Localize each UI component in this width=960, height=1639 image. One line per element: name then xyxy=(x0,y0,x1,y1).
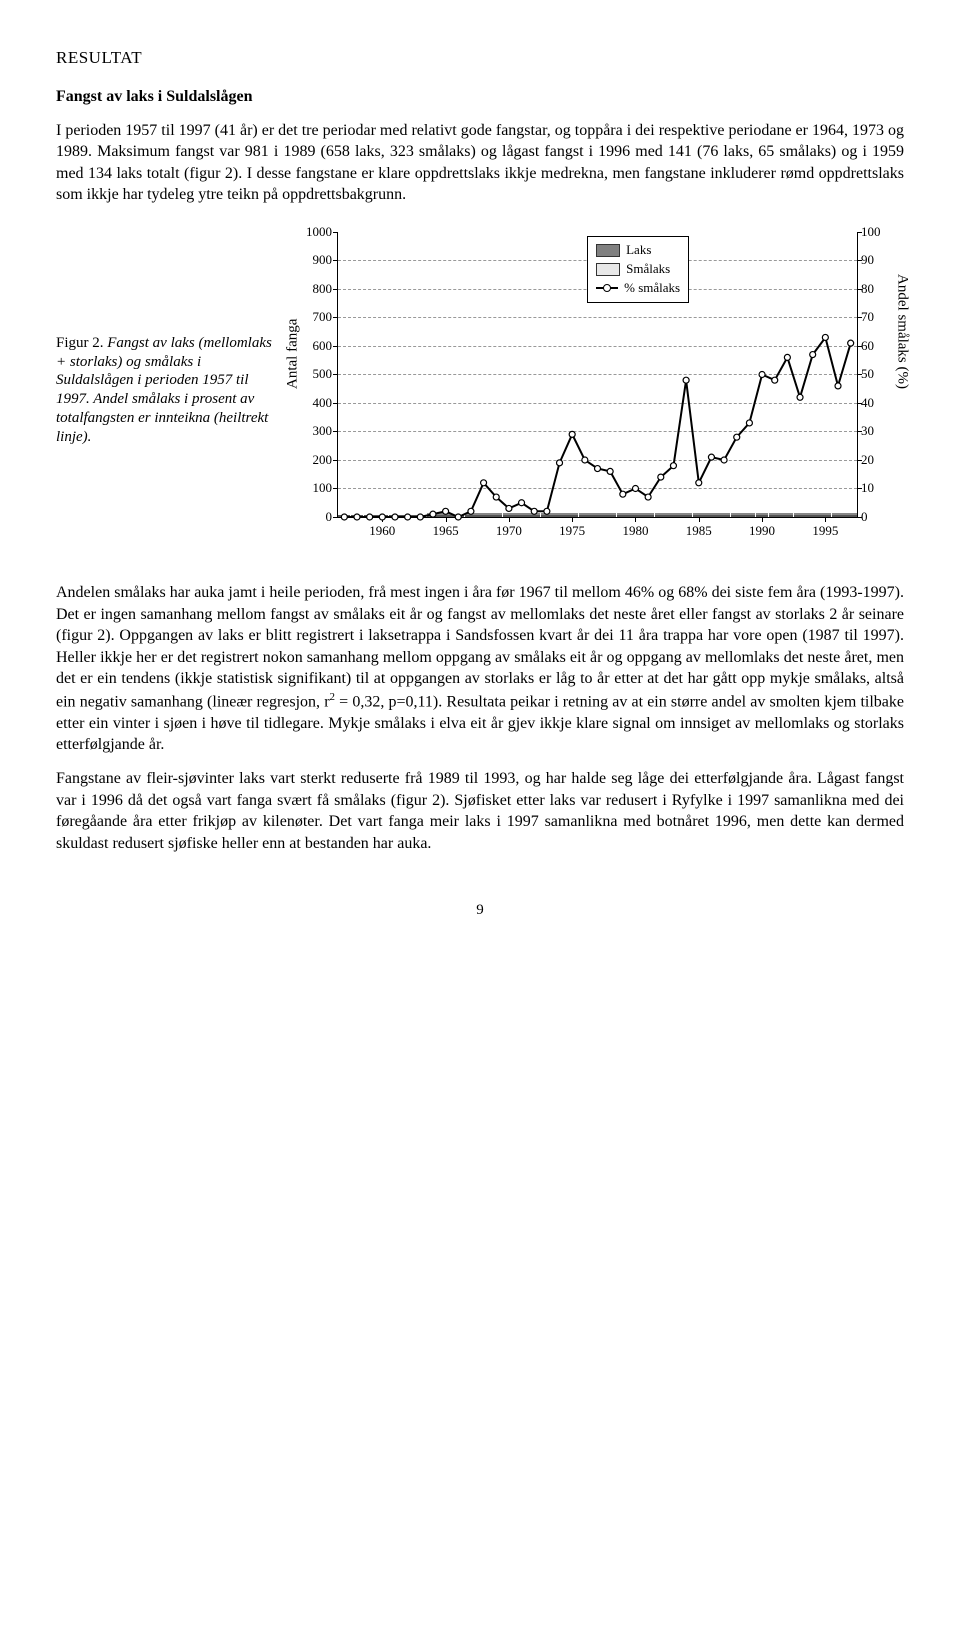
legend-laks: Laks xyxy=(596,241,680,260)
y-tick-left: 900 xyxy=(300,252,332,268)
y-tick-left: 200 xyxy=(300,452,332,468)
y-tick-right: 0 xyxy=(861,509,891,525)
y-tick-left: 500 xyxy=(300,366,332,382)
swatch-smalaks xyxy=(596,263,620,276)
y-tick-right: 50 xyxy=(861,366,891,382)
y-tick-left: 400 xyxy=(300,395,332,411)
x-tick-label: 1980 xyxy=(622,523,648,539)
section-heading: RESULTAT xyxy=(56,48,904,68)
subheading: Fangst av laks i Suldalslågen xyxy=(56,86,904,108)
y-tick-left: 0 xyxy=(300,509,332,525)
y-tick-right: 70 xyxy=(861,309,891,325)
figure-caption-text: Fangst av laks (mellomlaks + storlaks) o… xyxy=(56,335,272,445)
figure-caption: Figur 2. Fangst av laks (mellomlaks + st… xyxy=(56,224,289,554)
y-axis-left-label: Antal fanga xyxy=(285,319,302,389)
y-tick-left: 800 xyxy=(300,281,332,297)
x-tick-label: 1985 xyxy=(686,523,712,539)
y-tick-left: 1000 xyxy=(300,224,332,240)
swatch-laks xyxy=(596,244,620,257)
legend-smalaks: Smålaks xyxy=(596,260,680,279)
page-number: 9 xyxy=(56,902,904,919)
y-axis-right-label: Andel smålaks (%) xyxy=(894,274,911,389)
y-tick-left: 600 xyxy=(300,338,332,354)
y-tick-left: 100 xyxy=(300,480,332,496)
figure-label: Figur 2. xyxy=(56,335,104,351)
y-tick-right: 80 xyxy=(861,281,891,297)
figure-2: Figur 2. Fangst av laks (mellomlaks + st… xyxy=(56,224,904,554)
paragraph-2: Andelen smålaks har auka jamt i heile pe… xyxy=(56,582,904,756)
x-tick-label: 1990 xyxy=(749,523,775,539)
y-tick-right: 60 xyxy=(861,338,891,354)
y-tick-right: 20 xyxy=(861,452,891,468)
plot-area: Laks Smålaks % smålaks 00100102002030030… xyxy=(337,232,858,518)
paragraph-1: I perioden 1957 til 1997 (41 år) er det … xyxy=(56,120,904,206)
x-tick-label: 1960 xyxy=(369,523,395,539)
y-tick-left: 700 xyxy=(300,309,332,325)
y-tick-right: 100 xyxy=(861,224,891,240)
chart-area: Antal fanga Andel smålaks (%) Laks Småla… xyxy=(289,224,904,554)
x-tick-label: 1965 xyxy=(433,523,459,539)
y-tick-right: 10 xyxy=(861,480,891,496)
chart-legend: Laks Smålaks % smålaks xyxy=(587,236,689,303)
y-tick-right: 30 xyxy=(861,423,891,439)
legend-pct: % smålaks xyxy=(596,279,680,298)
swatch-line xyxy=(596,287,618,289)
y-tick-right: 40 xyxy=(861,395,891,411)
x-tick-label: 1975 xyxy=(559,523,585,539)
paragraph-3: Fangstane av fleir-sjøvinter laks vart s… xyxy=(56,768,904,854)
x-tick-label: 1970 xyxy=(496,523,522,539)
x-tick-label: 1995 xyxy=(812,523,838,539)
y-tick-left: 300 xyxy=(300,423,332,439)
y-tick-right: 90 xyxy=(861,252,891,268)
